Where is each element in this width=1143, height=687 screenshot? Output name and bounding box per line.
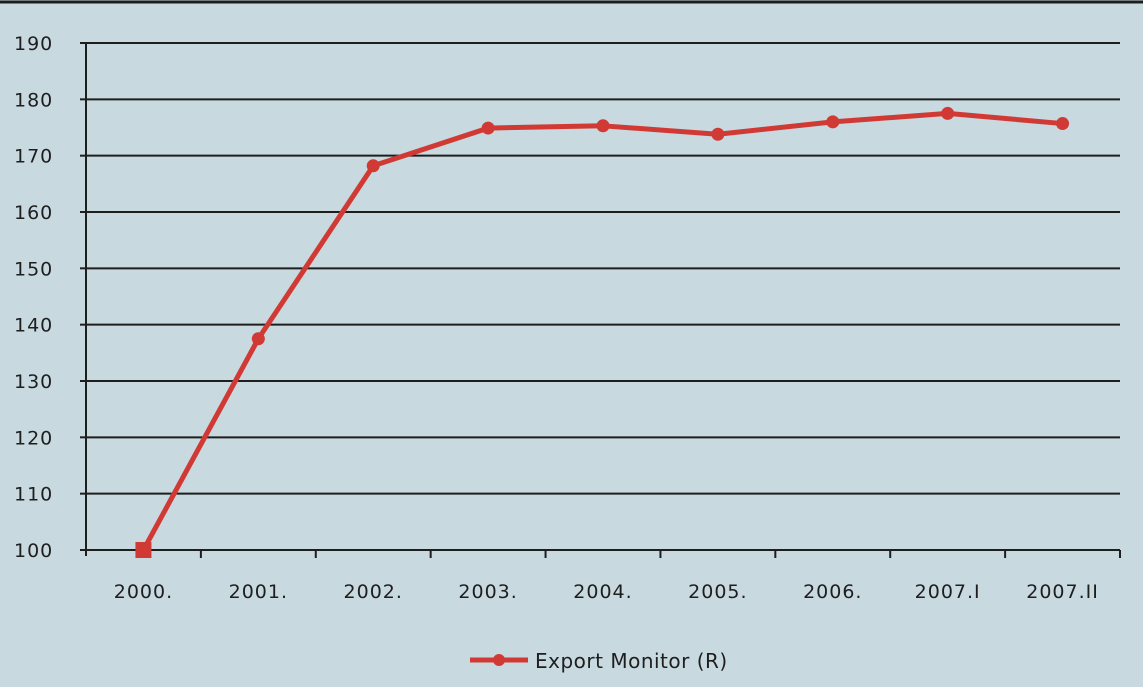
x-tick-label-7: 2007.I <box>915 581 981 603</box>
y-tick-labels: 100 110 120 130 140 150 160 170 180 190 <box>14 33 53 562</box>
axes <box>80 42 1121 558</box>
x-tick-label-3: 2003. <box>458 581 517 603</box>
data-point-2 <box>366 159 380 173</box>
y-tick-label-190: 190 <box>14 33 53 55</box>
y-tick-label-120: 120 <box>14 427 53 449</box>
series-export-monitor <box>135 106 1070 558</box>
y-tick-label-180: 180 <box>14 89 53 111</box>
series-line-0 <box>141 110 1063 552</box>
x-tick-label-0: 2000. <box>114 581 173 603</box>
data-point-3 <box>481 121 495 135</box>
data-point-5 <box>711 127 725 141</box>
x-tick-label-4: 2004. <box>573 581 632 603</box>
y-tick-label-160: 160 <box>14 202 53 224</box>
x-tick-label-8: 2007.II <box>1026 581 1099 603</box>
y-tick-label-130: 130 <box>14 371 53 393</box>
data-point-4 <box>596 119 610 133</box>
data-point-7 <box>941 106 955 120</box>
x-tick-label-5: 2005. <box>688 581 747 603</box>
x-tick-label-1: 2001. <box>229 581 288 603</box>
legend-marker-icon <box>493 654 505 666</box>
x-tick-labels: 2000. 2001. 2002. 2003. 2004. 2005. 2006. 2007.… <box>114 581 1099 603</box>
y-tick-label-100: 100 <box>14 540 53 562</box>
data-point-1 <box>251 332 265 346</box>
y-tick-label-110: 110 <box>14 484 53 506</box>
gridlines <box>86 42 1120 495</box>
y-tick-label-170: 170 <box>14 146 53 168</box>
data-point-0 <box>135 542 152 558</box>
x-tick-label-6: 2006. <box>803 581 862 603</box>
legend: Export Monitor (R) <box>470 649 728 673</box>
x-tick-label-2: 2002. <box>344 581 403 603</box>
data-point-8 <box>1056 117 1070 131</box>
data-point-6 <box>826 115 840 129</box>
legend-label: Export Monitor (R) <box>535 649 728 673</box>
y-tick-label-150: 150 <box>14 258 53 280</box>
y-tick-label-140: 140 <box>14 315 53 337</box>
